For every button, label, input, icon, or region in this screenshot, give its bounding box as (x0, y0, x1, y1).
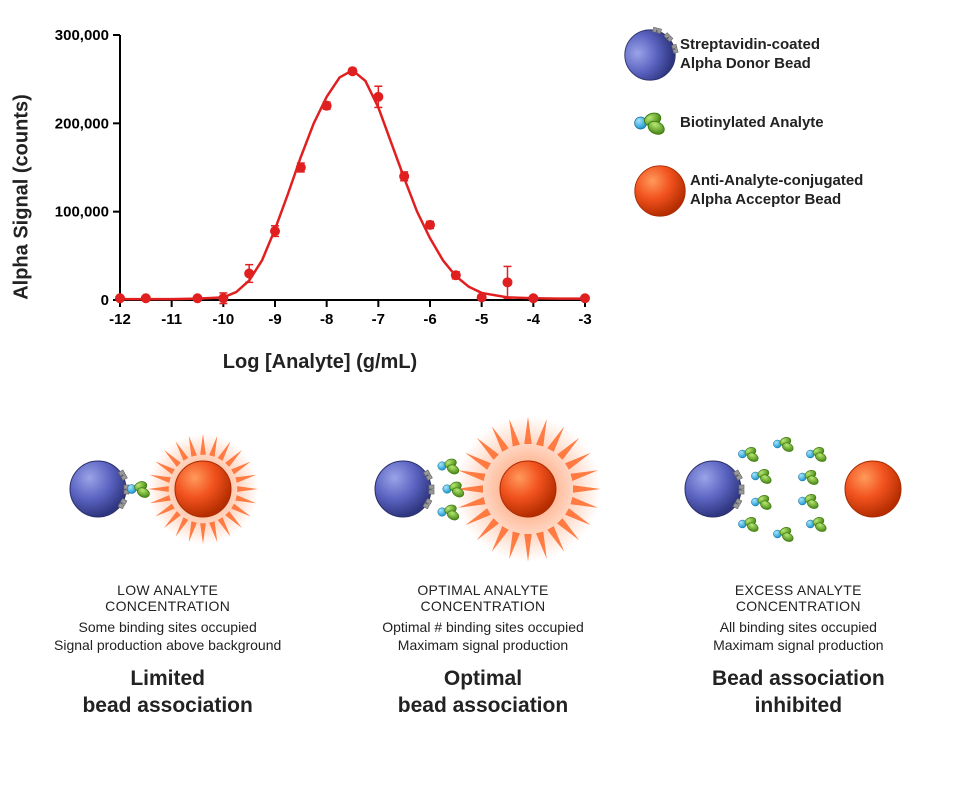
scenario-optimal: OPTIMAL ANALYTECONCENTRATION Optimal # b… (333, 404, 633, 719)
scenario-optimal-sub: Optimal # binding sites occupiedMaximam … (333, 618, 633, 654)
scenario-excess-title: EXCESS ANALYTECONCENTRATION (648, 582, 948, 614)
chart-block: Alpha Signal (counts) 0100,000200,000300… (40, 20, 600, 374)
scenario-excess-diagram (648, 404, 948, 574)
svg-text:-3: -3 (578, 311, 591, 328)
svg-text:-10: -10 (212, 311, 234, 328)
alpha-signal-chart: 0 100,000 200,000 300,000 -12 -11 -10 -9 -8 -7 -6 -… (40, 20, 600, 340)
legend-analyte-label: Biotinylated Analyte (680, 114, 824, 133)
svg-text:-8: -8 (320, 311, 333, 328)
legend-acceptor: Anti-Analyte-conjugatedAlpha Acceptor Be… (620, 166, 863, 216)
svg-text:0: 0 (101, 292, 109, 309)
scenario-low: LOW ANALYTECONCENTRATION Some binding si… (18, 404, 318, 719)
svg-text:-6: -6 (423, 311, 436, 328)
legend-analyte: Biotinylated Analyte (620, 98, 863, 148)
scenario-optimal-bold: Optimalbead association (333, 666, 633, 719)
svg-text:300,000: 300,000 (55, 27, 109, 44)
scenario-excess-sub: All binding sites occupiedMaximam signal… (648, 618, 948, 654)
acceptor-bead-icon (620, 166, 690, 216)
scenario-optimal-title: OPTIMAL ANALYTECONCENTRATION (333, 582, 633, 614)
scenario-low-title: LOW ANALYTECONCENTRATION (18, 582, 318, 614)
legend-acceptor-label: Anti-Analyte-conjugatedAlpha Acceptor Be… (690, 172, 863, 210)
legend-donor: Streptavidin-coatedAlpha Donor Bead (620, 30, 863, 80)
top-row: Alpha Signal (counts) 0 100,000 200,000 300… (10, 20, 956, 374)
x-axis-label: Log [Analyte] (g/mL) (40, 351, 600, 374)
svg-text:-4: -4 (527, 311, 541, 328)
svg-text:-7: -7 (372, 311, 385, 328)
scenario-optimal-diagram (333, 404, 633, 574)
legend-donor-label: Streptavidin-coatedAlpha Donor Bead (680, 36, 820, 74)
scenario-low-bold: Limitedbead association (18, 666, 318, 719)
scenario-low-diagram (18, 404, 318, 574)
svg-text:200,000: 200,000 (55, 115, 109, 132)
svg-text:100,000: 100,000 (55, 204, 109, 221)
scenarios-row: LOW ANALYTECONCENTRATION Some binding si… (10, 404, 956, 719)
svg-text:-5: -5 (475, 311, 488, 328)
svg-text:-12: -12 (109, 311, 131, 328)
legend: Streptavidin-coatedAlpha Donor Bead Biot… (620, 30, 863, 234)
scenario-excess-bold: Bead associationinhibited (648, 666, 948, 719)
svg-text:-9: -9 (268, 311, 281, 328)
analyte-icon (620, 98, 680, 148)
donor-bead-icon (620, 30, 680, 80)
y-axis-label: Alpha Signal (counts) (11, 94, 34, 300)
scenario-low-sub: Some binding sites occupiedSignal produc… (18, 618, 318, 654)
scenario-excess: EXCESS ANALYTECONCENTRATION All binding … (648, 404, 948, 719)
svg-text:-11: -11 (161, 311, 182, 328)
